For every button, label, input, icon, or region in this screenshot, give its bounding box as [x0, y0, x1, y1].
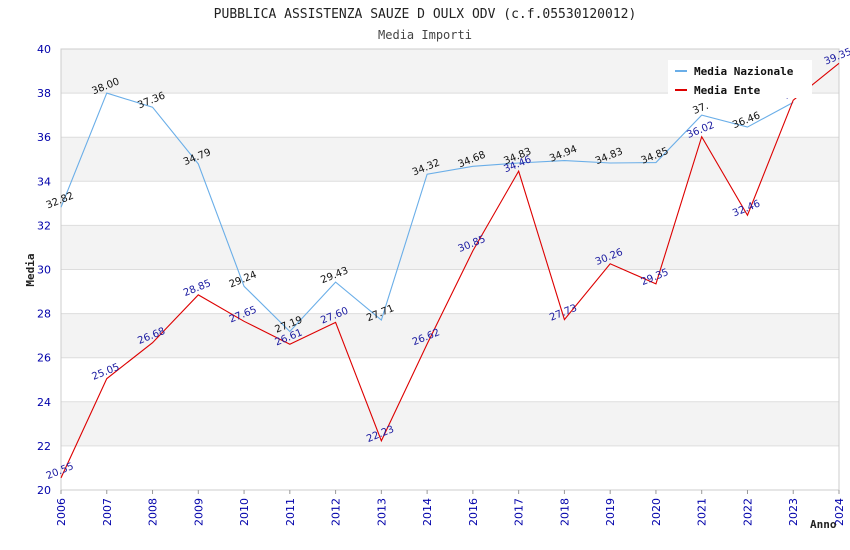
x-tick-label: 2012 — [330, 498, 343, 526]
x-axis-label: Anno — [810, 518, 837, 531]
x-axis-ticks: 2006 2007 2008 2009 2010 2011 2012 2013 2014 2016… — [55, 490, 846, 526]
series-line-media-ente — [60, 62, 840, 479]
grid-band — [61, 445, 839, 490]
grid-band — [61, 181, 839, 226]
x-tick-label: 2010 — [238, 498, 251, 526]
y-tick-label: 36 — [37, 131, 51, 144]
x-tick-label: 2006 — [55, 498, 68, 526]
y-tick-label: 30 — [37, 264, 51, 277]
grid-band — [61, 401, 839, 446]
y-tick-label: 40 — [37, 43, 51, 56]
x-tick-label: 2019 — [604, 498, 617, 526]
legend: Media Nazionale Media Ente — [668, 60, 812, 98]
x-tick-label: 2011 — [284, 498, 297, 526]
x-tick-label: 2017 — [513, 498, 526, 526]
y-tick-label: 24 — [37, 396, 51, 409]
y-axis-label: Media — [24, 253, 37, 286]
y-tick-label: 22 — [37, 440, 51, 453]
x-tick-label: 2020 — [650, 498, 663, 526]
x-tick-label: 2018 — [558, 498, 571, 526]
x-tick-label: 2007 — [101, 498, 114, 526]
x-tick-label: 2008 — [147, 498, 160, 526]
legend-entry: Media Ente — [694, 84, 761, 97]
y-tick-label: 26 — [37, 352, 51, 365]
x-tick-label: 2022 — [741, 498, 754, 526]
x-tick-label: 2021 — [696, 498, 709, 526]
chart-subtitle: Media Importi — [378, 28, 472, 42]
series-line-media-nazionale — [60, 92, 794, 333]
grid-band — [61, 137, 839, 182]
x-tick-label: 2016 — [467, 498, 480, 526]
x-tick-label: 2009 — [192, 498, 205, 526]
plot-frame — [60, 48, 840, 491]
y-tick-label: 20 — [37, 484, 51, 497]
legend-box — [668, 60, 812, 98]
x-tick-label: 2014 — [421, 498, 434, 526]
x-tick-label: 2023 — [787, 498, 800, 526]
y-tick-label: 34 — [37, 175, 51, 188]
grid-bands — [61, 49, 839, 490]
x-tick-label: 2013 — [375, 498, 388, 526]
grid-band — [61, 225, 839, 270]
y-tick-label: 32 — [37, 219, 51, 232]
chart-title: PUBBLICA ASSISTENZA SAUZE D OULX ODV (c.… — [214, 7, 637, 22]
grid-band — [61, 93, 839, 138]
legend-entry: Media Nazionale — [694, 65, 794, 78]
y-tick-label: 28 — [37, 308, 51, 321]
y-tick-label: 38 — [37, 87, 51, 100]
series-lines — [60, 62, 840, 479]
grid-band — [61, 269, 839, 314]
y-axis-ticks: 20 22 24 26 28 30 32 34 36 38 40 — [37, 43, 51, 497]
grid-band — [61, 313, 839, 358]
x-tick-label: 2024 — [833, 498, 846, 526]
grid-band — [61, 357, 839, 402]
